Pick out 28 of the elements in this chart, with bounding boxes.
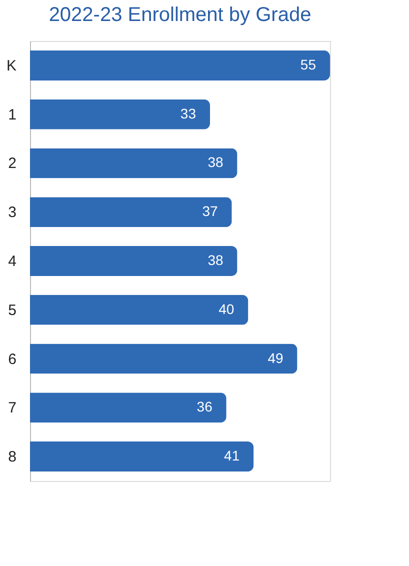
bar <box>30 99 210 130</box>
bar <box>30 392 226 423</box>
data-label: 55 <box>300 56 316 72</box>
bar <box>30 246 238 276</box>
bar <box>30 294 248 325</box>
data-label: 38 <box>208 154 224 170</box>
y-tick-label: K <box>6 57 16 74</box>
bar <box>30 50 330 80</box>
bar <box>30 442 254 472</box>
y-tick-label: 4 <box>8 253 16 270</box>
data-label: 38 <box>208 252 224 268</box>
bar <box>30 344 298 374</box>
y-tick-label: 8 <box>8 448 16 466</box>
data-label: 36 <box>196 398 213 415</box>
bar <box>30 197 232 228</box>
data-label: 41 <box>224 448 240 464</box>
data-label: 33 <box>180 105 196 122</box>
bar <box>30 148 238 178</box>
y-tick-label: 6 <box>8 350 16 368</box>
data-label: 40 <box>218 300 234 317</box>
data-label: 49 <box>268 350 284 366</box>
data-label: 37 <box>202 203 218 220</box>
y-tick-label: 7 <box>8 400 16 417</box>
y-tick-label: 2 <box>8 155 16 172</box>
y-tick-label: 1 <box>8 106 16 124</box>
y-tick-label: 3 <box>8 204 16 222</box>
chart-title: 2022-23 Enrollment by Grade <box>48 4 312 26</box>
y-tick-label: 5 <box>8 302 16 319</box>
